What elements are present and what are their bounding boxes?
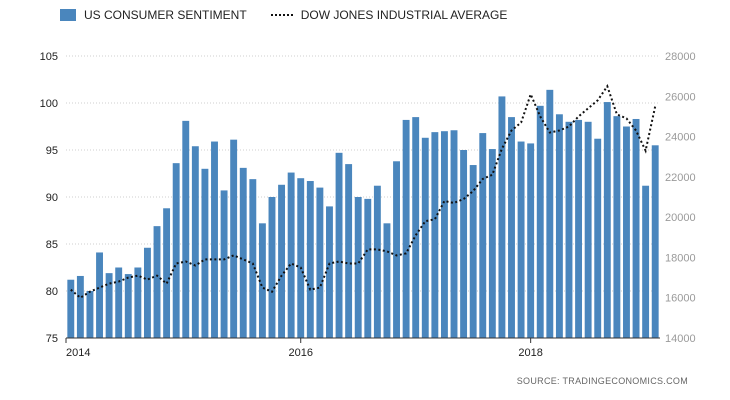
bar	[632, 118, 640, 338]
source-note: SOURCE: TRADINGECONOMICS.COM	[516, 376, 688, 386]
bar	[182, 120, 190, 338]
bar	[268, 197, 276, 338]
bar	[517, 141, 525, 338]
bar	[153, 226, 161, 338]
bar	[76, 275, 84, 338]
legend-label-consumer-sentiment: US CONSUMER SENTIMENT	[84, 8, 247, 22]
bar	[373, 185, 381, 338]
left-y-tick-label: 90	[46, 192, 58, 204]
bar	[412, 117, 420, 338]
right-y-tick-label: 24000	[665, 132, 696, 144]
bar	[345, 164, 353, 338]
bar	[335, 152, 343, 338]
bar	[431, 132, 439, 338]
left-y-tick-label: 100	[40, 98, 58, 110]
bar	[67, 279, 75, 338]
bar	[306, 181, 314, 338]
bar	[316, 187, 324, 338]
bar	[393, 161, 400, 338]
bar	[86, 291, 94, 338]
bar	[96, 252, 103, 338]
bar	[546, 89, 554, 338]
bar	[584, 121, 592, 338]
bar	[249, 179, 257, 338]
bar	[220, 190, 228, 338]
right-y-tick-label: 28000	[665, 51, 696, 63]
bar	[124, 274, 132, 338]
bar	[258, 223, 266, 338]
bar	[402, 119, 410, 338]
bar	[239, 167, 247, 338]
bar	[163, 208, 171, 338]
bar	[536, 105, 544, 338]
bar	[623, 126, 630, 338]
bar	[469, 165, 477, 338]
bar	[594, 138, 602, 338]
bar	[460, 150, 468, 338]
bar	[642, 185, 650, 338]
bar	[498, 96, 506, 338]
bar	[172, 163, 180, 338]
x-tick-label: 2018	[518, 347, 542, 359]
bar	[450, 130, 458, 338]
legend-label-dow-jones: DOW JONES INDUSTRIAL AVERAGE	[300, 8, 508, 22]
right-y-tick-label: 22000	[665, 172, 696, 184]
legend-swatch-bar	[60, 9, 76, 21]
bar	[230, 139, 238, 338]
bar	[651, 145, 659, 338]
bar	[575, 119, 583, 338]
x-tick-label: 2016	[288, 347, 312, 359]
bar	[527, 143, 535, 338]
bar	[364, 198, 372, 338]
bar	[326, 206, 333, 338]
bar	[115, 267, 123, 338]
legend-swatch-line	[270, 14, 293, 16]
bar	[383, 223, 391, 338]
bar	[278, 184, 286, 338]
bar	[479, 133, 487, 338]
legend-item-consumer-sentiment: US CONSUMER SENTIMENT	[60, 8, 247, 22]
bar	[201, 168, 209, 338]
left-y-tick-label: 80	[46, 286, 58, 298]
bar	[565, 121, 573, 338]
right-y-tick-label: 14000	[665, 333, 696, 345]
right-y-tick-label: 20000	[665, 212, 696, 224]
x-axis-ticks: 2014 2016 2018	[65, 338, 543, 359]
chart-legend: US CONSUMER SENTIMENT DOW JONES INDUSTRI…	[60, 8, 507, 22]
left-y-tick-label: 105	[40, 51, 58, 63]
bar	[191, 146, 199, 338]
right-y-tick-label: 26000	[665, 91, 696, 103]
bar	[134, 267, 142, 338]
bar	[105, 273, 113, 338]
bar	[555, 114, 563, 338]
bar	[508, 117, 515, 338]
right-y-tick-label: 18000	[665, 252, 696, 264]
left-y-tick-label: 75	[46, 333, 58, 345]
bar	[421, 137, 429, 338]
bar	[287, 172, 295, 338]
right-y-axis-ticks: 14000 16000 18000 20000 22000 24000 26000 28000	[665, 51, 696, 345]
bar	[211, 141, 218, 338]
bar	[488, 149, 496, 338]
legend-item-dow-jones: DOW JONES INDUSTRIAL AVERAGE	[270, 8, 508, 22]
x-tick-label: 2014	[66, 347, 90, 359]
bar-series-consumer-sentiment	[67, 89, 659, 338]
bar	[440, 131, 448, 338]
bar	[603, 102, 611, 338]
bar	[354, 197, 362, 338]
bar	[143, 247, 151, 338]
bar	[297, 178, 305, 338]
right-y-tick-label: 16000	[665, 293, 696, 305]
bar	[613, 116, 621, 338]
left-y-tick-label: 85	[46, 239, 58, 251]
left-y-tick-label: 95	[46, 145, 58, 157]
left-y-axis-ticks: 75 80 85 90 95 100 105	[40, 51, 58, 345]
